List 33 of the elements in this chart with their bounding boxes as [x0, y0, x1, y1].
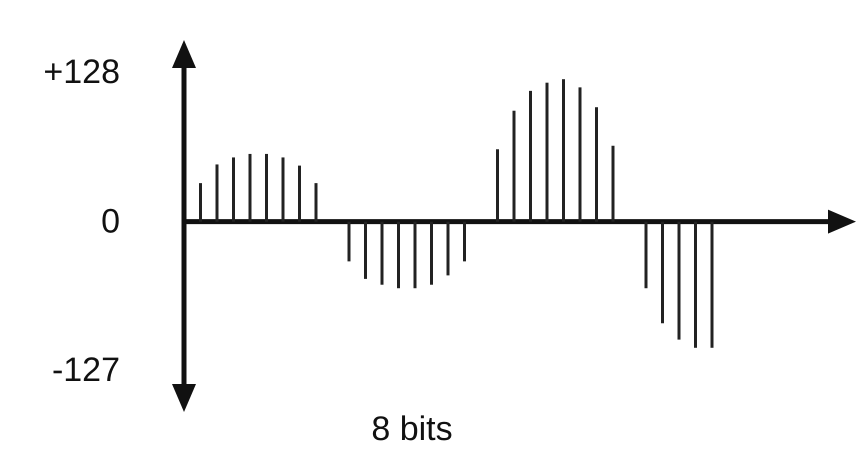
bar — [380, 222, 384, 285]
bar — [612, 146, 614, 222]
bar — [678, 222, 680, 340]
bar — [199, 183, 202, 222]
y-tick-label: +128 — [43, 53, 120, 92]
bar — [314, 183, 318, 222]
bar — [661, 222, 664, 324]
y-tick-label: 0 — [101, 202, 120, 241]
bar — [546, 82, 548, 222]
bar — [644, 222, 648, 288]
bar — [578, 87, 582, 222]
bar — [512, 110, 516, 222]
bar — [496, 149, 499, 222]
bar — [595, 107, 598, 222]
bar — [364, 222, 367, 279]
bar — [446, 222, 450, 276]
bar — [562, 79, 565, 222]
bar — [248, 154, 252, 222]
y-tick-label: -127 — [52, 350, 120, 389]
bar — [463, 222, 466, 262]
bar — [232, 157, 235, 222]
bar — [529, 90, 532, 222]
bar — [265, 154, 268, 222]
bar — [694, 222, 697, 348]
bar — [430, 222, 433, 285]
bar — [348, 222, 350, 262]
bar — [282, 157, 284, 222]
bar — [414, 222, 416, 288]
bar — [298, 166, 301, 222]
bar — [397, 222, 400, 288]
bar — [216, 164, 218, 222]
bar — [710, 222, 714, 348]
x-axis-title: 8 bits — [371, 410, 453, 448]
